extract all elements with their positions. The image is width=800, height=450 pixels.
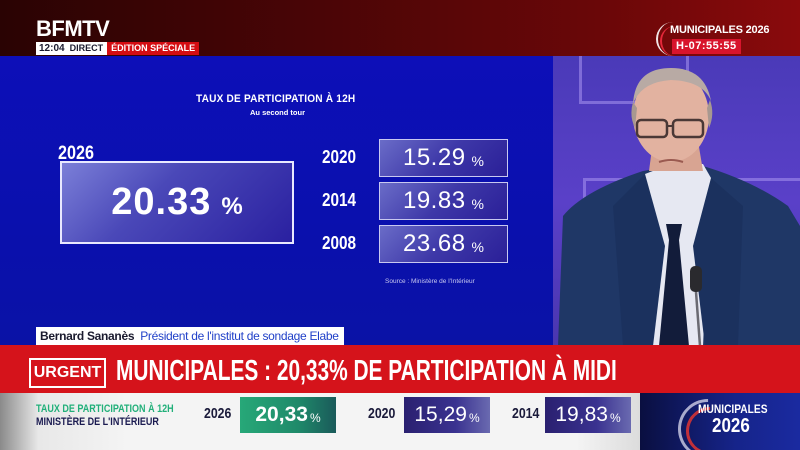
ticker-value: 19,83 <box>555 403 608 426</box>
clock-time: 12:04 <box>36 42 68 55</box>
history-unit: % <box>471 196 484 212</box>
arc-icon <box>656 22 676 56</box>
urgent-headline: MUNICIPALES : 20,33% DE PARTICIPATION À … <box>116 355 617 387</box>
event-logo: MUNICIPALES 2026 <box>640 393 800 450</box>
ticker-year: 2020 <box>368 405 396 422</box>
channel-logo: BFMTV <box>36 16 110 41</box>
edition-label: ÉDITION SPÉCIALE <box>107 42 200 55</box>
ticker-value-box-current: 20,33 % <box>240 397 336 433</box>
ticker-unit: % <box>609 411 621 425</box>
history-unit: % <box>471 239 484 255</box>
main-value-box: 20.33 % <box>60 161 294 244</box>
event-logo-year: 2026 <box>712 415 750 437</box>
history-year: 2020 <box>322 147 357 167</box>
main-year: 2026 <box>58 143 94 164</box>
history-value-box: 19.83 % <box>379 182 508 220</box>
history-row: 2020 15.29 % <box>322 139 508 177</box>
history-year: 2014 <box>322 190 357 210</box>
ticker-year: 2026 <box>204 405 232 422</box>
participation-graphic: TAUX DE PARTICIPATION À 12H Au second to… <box>0 56 553 346</box>
history-value-box: 23.68 % <box>379 225 508 263</box>
ticker-label-source: MINISTÈRE DE L'INTÉRIEUR <box>36 416 159 428</box>
history-value-box: 15.29 % <box>379 139 508 177</box>
history-unit: % <box>471 153 484 169</box>
guest-person-image <box>558 68 800 346</box>
guest-name-strap: Bernard Sananès Président de l'institut … <box>36 327 344 345</box>
history-row: 2008 23.68 % <box>322 225 508 263</box>
live-label: DIRECT <box>67 42 108 55</box>
urgent-headline-bar: URGENT MUNICIPALES : 20,33% DE PARTICIPA… <box>0 345 800 393</box>
history-year: 2008 <box>322 233 357 253</box>
ticker-year: 2014 <box>512 405 540 422</box>
arc-icon <box>660 26 676 56</box>
history-value: 15.29 <box>402 144 466 171</box>
graphic-subtitle: Au second tour <box>250 108 306 117</box>
ticker-value-box: 19,83 % <box>545 397 631 433</box>
history-value: 23.68 <box>402 230 466 257</box>
studio-camera-view <box>553 56 800 346</box>
graphic-title: TAUX DE PARTICIPATION À 12H <box>196 93 356 105</box>
bottom-ticker: TAUX DE PARTICIPATION À 12H MINISTÈRE DE… <box>0 393 640 450</box>
ticker-value-box: 15,29 % <box>404 397 490 433</box>
ticker-value: 15,29 <box>414 403 467 426</box>
guest-role: Président de l'institut de sondage Elabe <box>140 329 339 343</box>
main-unit: % <box>221 192 243 220</box>
live-strip: 12:04 DIRECT ÉDITION SPÉCIALE <box>36 42 200 55</box>
ticker-label-title: TAUX DE PARTICIPATION À 12H <box>36 403 174 415</box>
event-countdown-badge: MUNICIPALES 2026 H-07:55:55 <box>654 20 784 56</box>
history-value: 19.83 <box>402 187 466 214</box>
history-row: 2014 19.83 % <box>322 182 508 220</box>
top-header-bar: BFMTV 12:04 DIRECT ÉDITION SPÉCIALE MUNI… <box>0 0 800 56</box>
urgent-badge: URGENT <box>29 358 106 388</box>
guest-name: Bernard Sananès <box>40 329 135 343</box>
event-logo-title: MUNICIPALES <box>698 402 768 416</box>
ticker-unit: % <box>468 411 480 425</box>
event-title: MUNICIPALES 2026 <box>670 24 770 36</box>
ticker-value: 20,33 <box>255 403 308 426</box>
source-note: Source : Ministère de l'Intérieur <box>385 278 475 285</box>
countdown-timer: H-07:55:55 <box>672 39 741 54</box>
main-value: 20.33 <box>111 181 212 223</box>
ticker-unit: % <box>309 411 321 425</box>
